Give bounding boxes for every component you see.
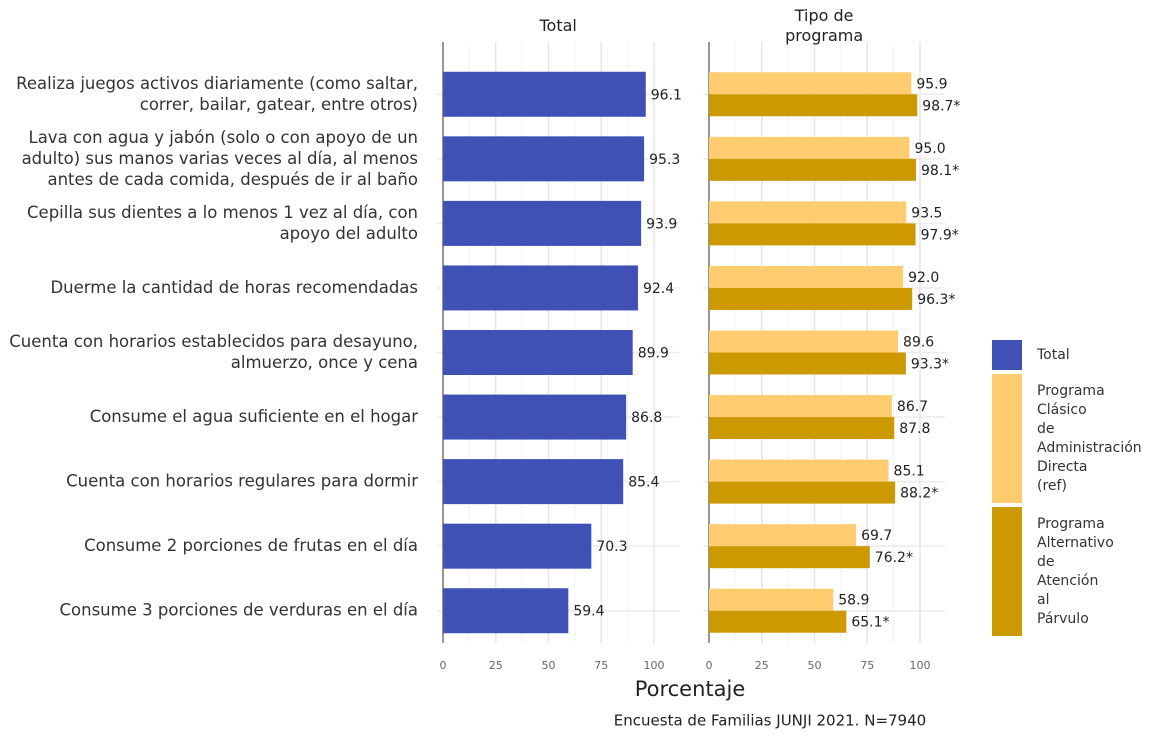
y-tick-label: Cepilla sus dientes a lo menos 1 vez al … — [27, 202, 418, 242]
panel-title: Tipo de programa — [785, 6, 863, 45]
y-tick-label: Realiza juegos activos diariamente (como… — [16, 73, 418, 113]
value-label: 96.3* — [917, 292, 955, 308]
bar — [709, 459, 889, 482]
y-tick-label: Duerme la cantidad de horas recomendadas — [50, 277, 418, 296]
value-label: 70.3 — [596, 539, 627, 555]
legend-key — [992, 374, 1022, 503]
bar — [443, 394, 627, 440]
bar — [709, 481, 896, 504]
bar — [709, 158, 916, 181]
bar — [709, 588, 834, 611]
value-label: 92.0 — [908, 270, 939, 286]
x-tick-label: 75 — [860, 659, 874, 672]
value-label: 86.7 — [897, 399, 928, 415]
value-label: 85.4 — [628, 475, 659, 491]
bar — [709, 201, 907, 224]
y-tick-label: Cuenta con horarios establecidos para de… — [9, 332, 418, 372]
value-label: 69.7 — [861, 528, 892, 544]
x-tick-label: 50 — [808, 659, 822, 672]
y-tick-label: Consume 3 porciones de verduras en el dí… — [60, 600, 418, 619]
value-label: 95.9 — [916, 76, 947, 92]
bar — [709, 395, 892, 418]
legend-label: Programa Alternativo de Atención al Párvulo — [1037, 516, 1114, 627]
value-label: 97.9* — [921, 227, 959, 243]
x-tick-label: 0 — [440, 659, 447, 672]
x-tick-label: 0 — [706, 659, 713, 672]
bar — [443, 459, 624, 505]
y-tick-label: Cuenta con horarios regulares para dormi… — [66, 471, 418, 490]
bar — [443, 523, 592, 569]
bar — [709, 265, 904, 288]
panel-title: Total — [538, 16, 576, 35]
value-label: 93.5 — [911, 205, 942, 221]
bar — [709, 610, 847, 633]
x-tick-label: 100 — [910, 659, 931, 672]
value-label: 86.8 — [631, 410, 662, 426]
bar — [709, 72, 912, 95]
x-tick-label: 50 — [542, 659, 556, 672]
bar — [443, 330, 633, 375]
caption: Encuesta de Familias JUNJI 2021. N=7940 — [614, 712, 926, 730]
value-label: 98.1* — [921, 163, 959, 179]
value-label: 65.1* — [851, 615, 889, 631]
value-label: 76.2* — [875, 550, 913, 566]
legend-label: Total — [1036, 347, 1070, 363]
bar — [709, 524, 857, 547]
bar — [443, 265, 638, 311]
legend-key — [992, 340, 1022, 370]
x-tick-label: 25 — [755, 659, 769, 672]
x-tick-label: 100 — [644, 659, 665, 672]
value-label: 96.1 — [651, 87, 682, 103]
x-tick-label: 25 — [489, 659, 503, 672]
bar — [709, 136, 910, 159]
bar — [443, 588, 569, 634]
bar — [709, 330, 899, 353]
value-label: 89.9 — [638, 346, 669, 362]
value-label: 93.3* — [911, 357, 949, 373]
value-label: 93.9 — [646, 216, 677, 232]
bar — [443, 200, 642, 246]
bar — [443, 136, 645, 182]
bar — [709, 417, 895, 440]
value-label: 87.8 — [899, 421, 930, 437]
x-tick-label: 75 — [594, 659, 608, 672]
bar — [709, 94, 918, 117]
value-label: 89.6 — [903, 335, 934, 351]
legend-label: Programa Clásico de Administración Directa (r… — [1037, 383, 1142, 494]
x-axis-label: Porcentaje — [635, 677, 746, 701]
value-label: 85.1 — [894, 464, 925, 480]
value-label: 92.4 — [643, 281, 674, 297]
bar — [709, 223, 916, 246]
y-tick-label: Consume 2 porciones de frutas en el día — [84, 536, 418, 555]
value-label: 95.3 — [649, 152, 680, 168]
y-tick-label: Lava con agua y jabón (solo o con apoyo … — [22, 127, 418, 188]
y-tick-label: Consume el agua suficiente en el hogar — [90, 407, 419, 426]
bar — [709, 546, 870, 569]
bar — [443, 71, 646, 117]
bar — [709, 287, 913, 310]
value-label: 95.0 — [914, 141, 945, 157]
bar — [709, 352, 906, 375]
legend-key — [992, 507, 1022, 636]
value-label: 59.4 — [573, 604, 604, 620]
value-label: 98.7* — [922, 98, 960, 114]
value-label: 88.2* — [900, 486, 938, 502]
value-label: 58.9 — [838, 593, 869, 609]
